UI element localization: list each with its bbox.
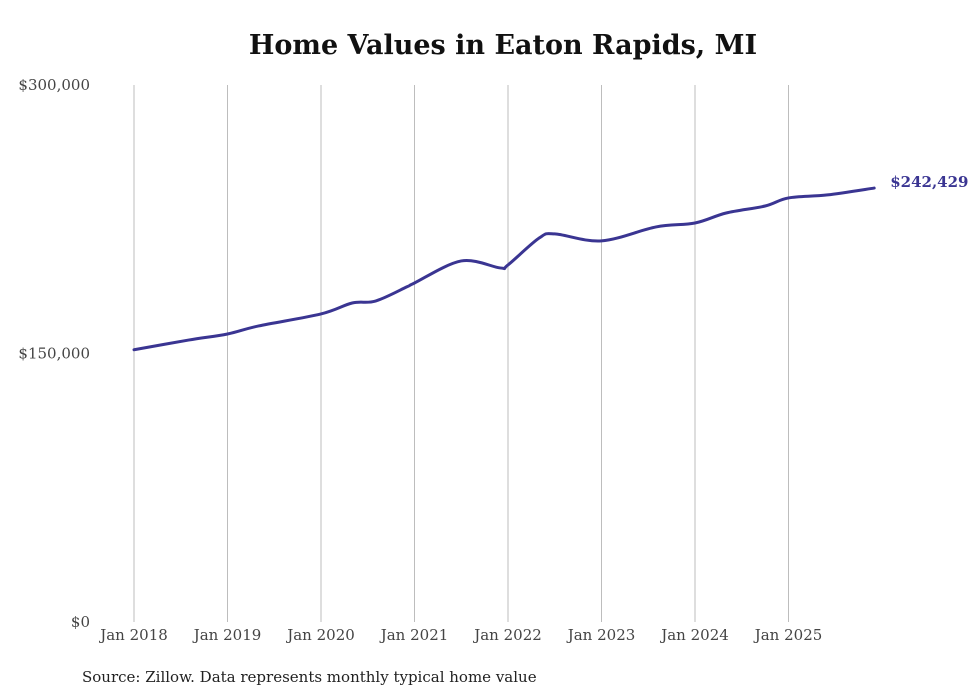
end-value-label: $242,429	[890, 173, 968, 191]
y-tick-label: $0	[71, 613, 90, 631]
y-tick-label: $150,000	[18, 345, 90, 363]
x-tick-label: Jan 2023	[566, 626, 636, 644]
x-tick-label: Jan 2019	[192, 626, 262, 644]
home-value-line	[132, 186, 876, 352]
source-note: Source: Zillow. Data represents monthly …	[82, 668, 537, 686]
x-tick-label: Jan 2018	[98, 626, 168, 644]
x-tick-label: Jan 2024	[659, 626, 729, 644]
gridlines	[133, 85, 789, 622]
y-axis-ticks: $0 $150,000 $300,000	[18, 76, 90, 631]
x-tick-label: Jan 2022	[472, 626, 542, 644]
x-tick-label: Jan 2021	[379, 626, 449, 644]
x-tick-label: Jan 2025	[753, 626, 823, 644]
x-tick-label: Jan 2020	[285, 626, 355, 644]
chart-title: Home Values in Eaton Rapids, MI	[248, 30, 758, 61]
x-axis-ticks: Jan 2018 Jan 2019 Jan 2020 Jan 2021 Jan 2022…	[98, 626, 822, 644]
y-tick-label: $300,000	[18, 76, 90, 94]
